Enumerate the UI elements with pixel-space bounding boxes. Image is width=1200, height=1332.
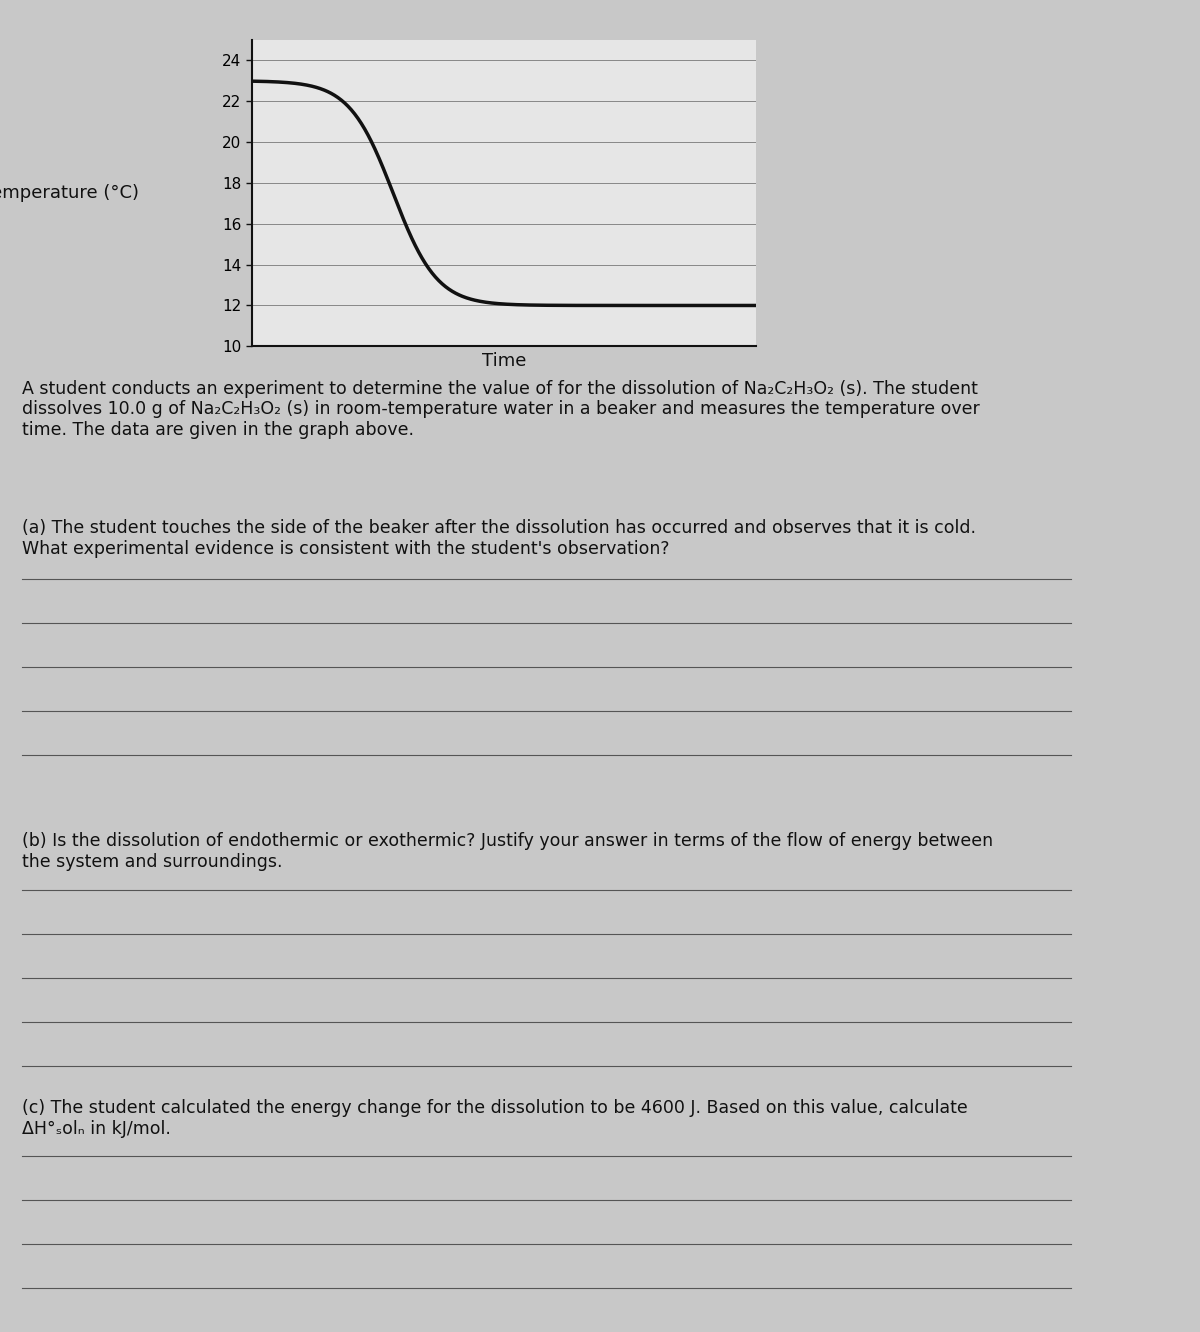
Text: (b) Is the dissolution of endothermic or exothermic? Justify your answer in term: (b) Is the dissolution of endothermic or… [22, 832, 994, 871]
Text: (c) The student calculated the energy change for the dissolution to be 4600 J. B: (c) The student calculated the energy ch… [22, 1099, 968, 1138]
Text: Temperature (°C): Temperature (°C) [0, 184, 139, 202]
Text: A student conducts an experiment to determine the value of for the dissolution o: A student conducts an experiment to dete… [22, 380, 980, 440]
Text: (a) The student touches the side of the beaker after the dissolution has occurre: (a) The student touches the side of the … [22, 519, 976, 558]
X-axis label: Time: Time [482, 352, 526, 370]
